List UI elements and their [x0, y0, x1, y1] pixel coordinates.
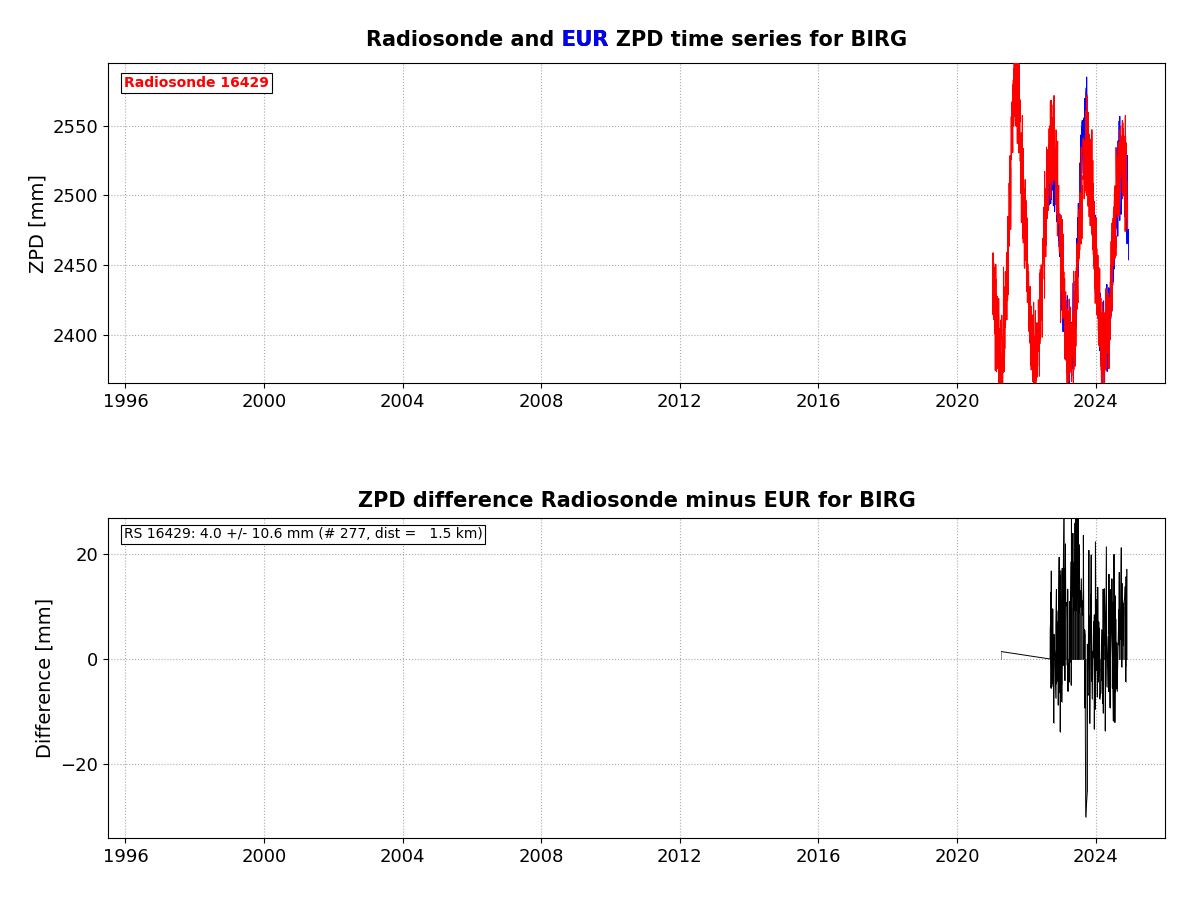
Text: EUR: EUR — [562, 30, 609, 50]
Text: RS 16429: 4.0 +/- 10.6 mm (# 277, dist =   1.5 km): RS 16429: 4.0 +/- 10.6 mm (# 277, dist =… — [124, 527, 483, 542]
Text: Radiosonde 16429: Radiosonde 16429 — [124, 76, 269, 90]
Text: Radiosonde and EUR ZPD time series for BIRG: Radiosonde and EUR ZPD time series for B… — [366, 30, 907, 50]
Y-axis label: ZPD [mm]: ZPD [mm] — [28, 174, 47, 273]
Y-axis label: Difference [mm]: Difference [mm] — [36, 597, 55, 758]
Title: ZPD difference Radiosonde minus EUR for BIRG: ZPD difference Radiosonde minus EUR for … — [358, 491, 915, 511]
